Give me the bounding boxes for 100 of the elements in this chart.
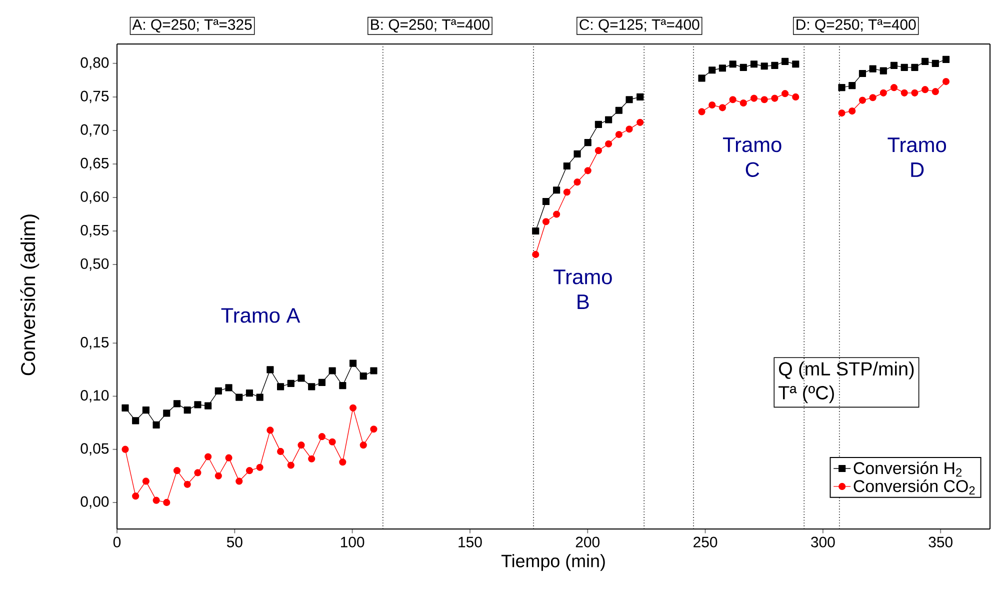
- point: [328, 438, 336, 446]
- annotation: Tramo D: [888, 138, 946, 177]
- point: [287, 462, 294, 469]
- point: [184, 406, 191, 414]
- y-tick-label: 0,55: [80, 224, 109, 238]
- point: [900, 89, 908, 96]
- point: [911, 89, 918, 96]
- point: [605, 116, 612, 124]
- point: [142, 406, 150, 414]
- point: [880, 67, 887, 74]
- point: [266, 426, 274, 434]
- point: [132, 492, 140, 500]
- point: [782, 58, 789, 65]
- point: [542, 218, 550, 226]
- point: [782, 90, 789, 98]
- x-tick-label: 50: [226, 536, 242, 548]
- annotation: Tª (ºC): [778, 386, 834, 404]
- point: [553, 186, 560, 194]
- x-tick-label: 150: [458, 536, 482, 548]
- point: [760, 96, 768, 104]
- point: [122, 446, 129, 453]
- point: [900, 64, 908, 71]
- point: [848, 107, 856, 115]
- point: [204, 453, 212, 460]
- text: C: Q=125; Tª=400: [580, 19, 700, 33]
- point: [771, 62, 778, 69]
- y-tick-label: 0,75: [80, 90, 109, 104]
- point: [932, 88, 939, 96]
- point: [370, 367, 378, 374]
- point: [838, 84, 846, 92]
- annotation: Tramo C: [722, 138, 782, 178]
- y-tick-label: 0,00: [80, 496, 109, 509]
- point: [152, 496, 160, 504]
- point: [922, 86, 929, 94]
- point: [615, 130, 622, 138]
- point: [771, 94, 778, 102]
- point: [142, 478, 150, 485]
- y-tick-label: 0,65: [80, 158, 109, 170]
- point: [225, 454, 232, 462]
- point: [708, 101, 716, 109]
- x-axis-title: Tiempo (min): [501, 554, 605, 571]
- text: D: Q=250; Tª=400: [796, 19, 916, 33]
- point: [636, 118, 644, 126]
- point: [729, 96, 736, 104]
- point: [858, 96, 866, 104]
- point: [328, 367, 336, 374]
- point: [594, 120, 602, 128]
- text: A: Q=250; Tª=325: [132, 19, 252, 33]
- point: [718, 104, 726, 112]
- point: [636, 93, 644, 100]
- point: [848, 82, 856, 90]
- point: [942, 56, 950, 63]
- point: [256, 394, 264, 401]
- point: [932, 60, 939, 67]
- point: [370, 426, 378, 433]
- y-axis-title: Conversión (adim): [20, 214, 40, 376]
- x-tick-label: 0: [113, 536, 121, 548]
- point: [869, 94, 876, 102]
- point: [750, 60, 758, 68]
- point: [626, 126, 633, 133]
- x-tick-label: 100: [340, 536, 364, 548]
- point: [214, 387, 222, 394]
- point: [792, 93, 800, 100]
- point: [266, 366, 274, 374]
- point: [615, 106, 622, 114]
- point: [256, 464, 264, 471]
- annotation: Tramo B: [554, 270, 612, 309]
- point: [890, 62, 898, 69]
- point: [173, 400, 181, 408]
- point: [194, 469, 202, 476]
- x-tick-label: 200: [576, 536, 600, 548]
- point: [532, 250, 540, 258]
- point: [287, 380, 294, 388]
- point: [349, 404, 357, 412]
- point: [236, 394, 243, 401]
- point: [542, 198, 550, 206]
- point: [318, 433, 326, 440]
- y-tick-label: 0,80: [80, 57, 109, 70]
- legend-label: Conversión H$_{2}$: [854, 462, 962, 477]
- point: [750, 94, 758, 102]
- x-tick-label: 350: [928, 536, 952, 548]
- point: [574, 178, 581, 186]
- point: [605, 140, 612, 148]
- point: [298, 442, 305, 449]
- point: [880, 89, 887, 96]
- point: [152, 421, 160, 428]
- point: [708, 66, 716, 74]
- y-tick-label: 0,70: [80, 124, 109, 137]
- point: [360, 372, 367, 380]
- point: [922, 58, 929, 65]
- point: [911, 64, 918, 71]
- point: [563, 188, 570, 196]
- point: [869, 65, 876, 72]
- point: [584, 167, 592, 174]
- point: [698, 108, 706, 116]
- point: [277, 448, 284, 455]
- point: [942, 78, 950, 86]
- point: [574, 150, 581, 158]
- y-tick-label: 0,05: [80, 443, 109, 456]
- x-tick-label: 300: [811, 536, 835, 548]
